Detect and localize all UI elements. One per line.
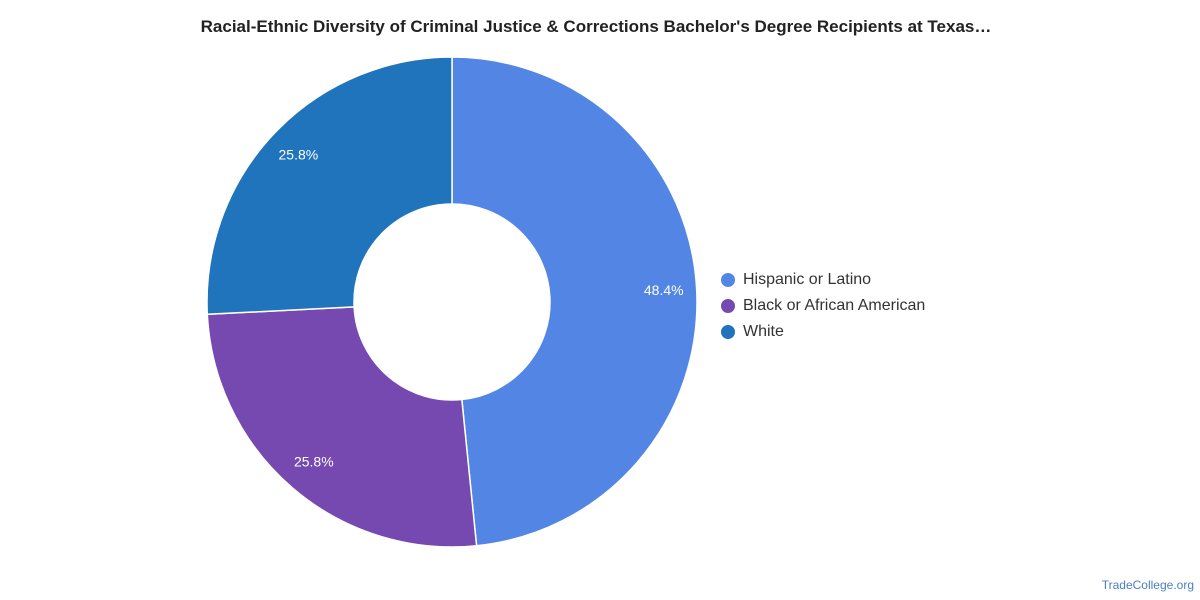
legend-label-black-or-african-american: Black or African American: [743, 297, 926, 314]
legend-item-white[interactable]: White: [721, 319, 925, 345]
donut-data-labels: 48.4% 25.8% 25.8%: [279, 147, 684, 470]
site-credit[interactable]: TradeCollege.org: [1101, 578, 1194, 592]
donut-slices: [206, 56, 698, 548]
data-label-hispanic-or-latino: 48.4%: [644, 282, 684, 298]
chart-legend: Hispanic or Latino Black or African Amer…: [721, 267, 925, 345]
donut-slice-white[interactable]: [206, 56, 453, 316]
legend-item-black-or-african-american[interactable]: Black or African American: [721, 293, 925, 319]
data-label-black-or-african-american: 25.8%: [294, 453, 334, 469]
donut-slice-black-or-african-american[interactable]: [206, 306, 478, 548]
legend-label-hispanic-or-latino: Hispanic or Latino: [743, 271, 872, 288]
chart-title: Racial-Ethnic Diversity of Criminal Just…: [200, 17, 992, 36]
donut-slice-hispanic-or-latino[interactable]: [451, 56, 698, 547]
legend-swatch-black-or-african-american: [721, 299, 735, 313]
legend-item-hispanic-or-latino[interactable]: Hispanic or Latino: [721, 267, 925, 293]
legend-swatch-white: [721, 325, 735, 339]
legend-label-white: White: [743, 323, 784, 340]
legend-swatch-hispanic-or-latino: [721, 273, 735, 287]
data-label-white: 25.8%: [279, 147, 319, 163]
